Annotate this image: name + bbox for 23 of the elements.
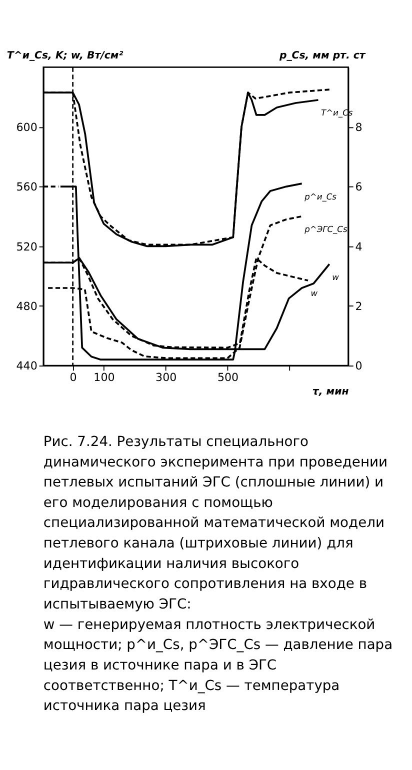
y2-tick-label: 0 bbox=[355, 360, 362, 373]
y-axis-title: T^и_Cs, K; w, Вт/см² bbox=[6, 50, 124, 62]
y-tick-label: 560 bbox=[16, 180, 38, 194]
text: w — генерируемая плотность электрической мощности; p^и_Cs, p^ЭГС_Cs — давление пара цезия в источнике пара и в ЭГС соответственно; T^и_Cs — температура источника пара цезия bbox=[43, 616, 393, 714]
y-tick-label: 440 bbox=[16, 360, 38, 373]
y2-tick-label: 8 bbox=[355, 121, 362, 134]
y2-axis-title: p_Cs, мм рт. ст bbox=[278, 50, 366, 62]
series-label: w bbox=[310, 288, 318, 298]
series-label: w bbox=[332, 272, 340, 282]
x-tick-label: 300 bbox=[156, 370, 177, 384]
x-tick-label: 500 bbox=[217, 370, 239, 384]
y2-tick-label: 2 bbox=[355, 300, 362, 314]
y2-tick-label: 6 bbox=[355, 180, 362, 194]
x-axis-title: τ, мин bbox=[312, 386, 349, 398]
x-tick-label: 100 bbox=[94, 370, 115, 384]
y2-tick-label: 4 bbox=[355, 240, 362, 254]
y-tick-label: 600 bbox=[16, 121, 38, 134]
text: Рис. 7.24. Результаты специального динамического эксперимента при проведении петлевых испытаний ЭГС (сплошные линии) и его моделирования с помощью специализированной математической модели петлевого канала (штриховые линии) для идентификации наличия высокого гидравлического сопротивления на входе в испытываемую ЭГС: bbox=[43, 434, 388, 613]
y-tick-label: 480 bbox=[16, 300, 38, 314]
y-tick-label: 520 bbox=[16, 240, 38, 254]
series-label: p^и_Cs bbox=[304, 191, 338, 202]
series-label: p^ЭГС_Cs bbox=[304, 224, 348, 234]
x-tick-label: 0 bbox=[70, 370, 77, 384]
